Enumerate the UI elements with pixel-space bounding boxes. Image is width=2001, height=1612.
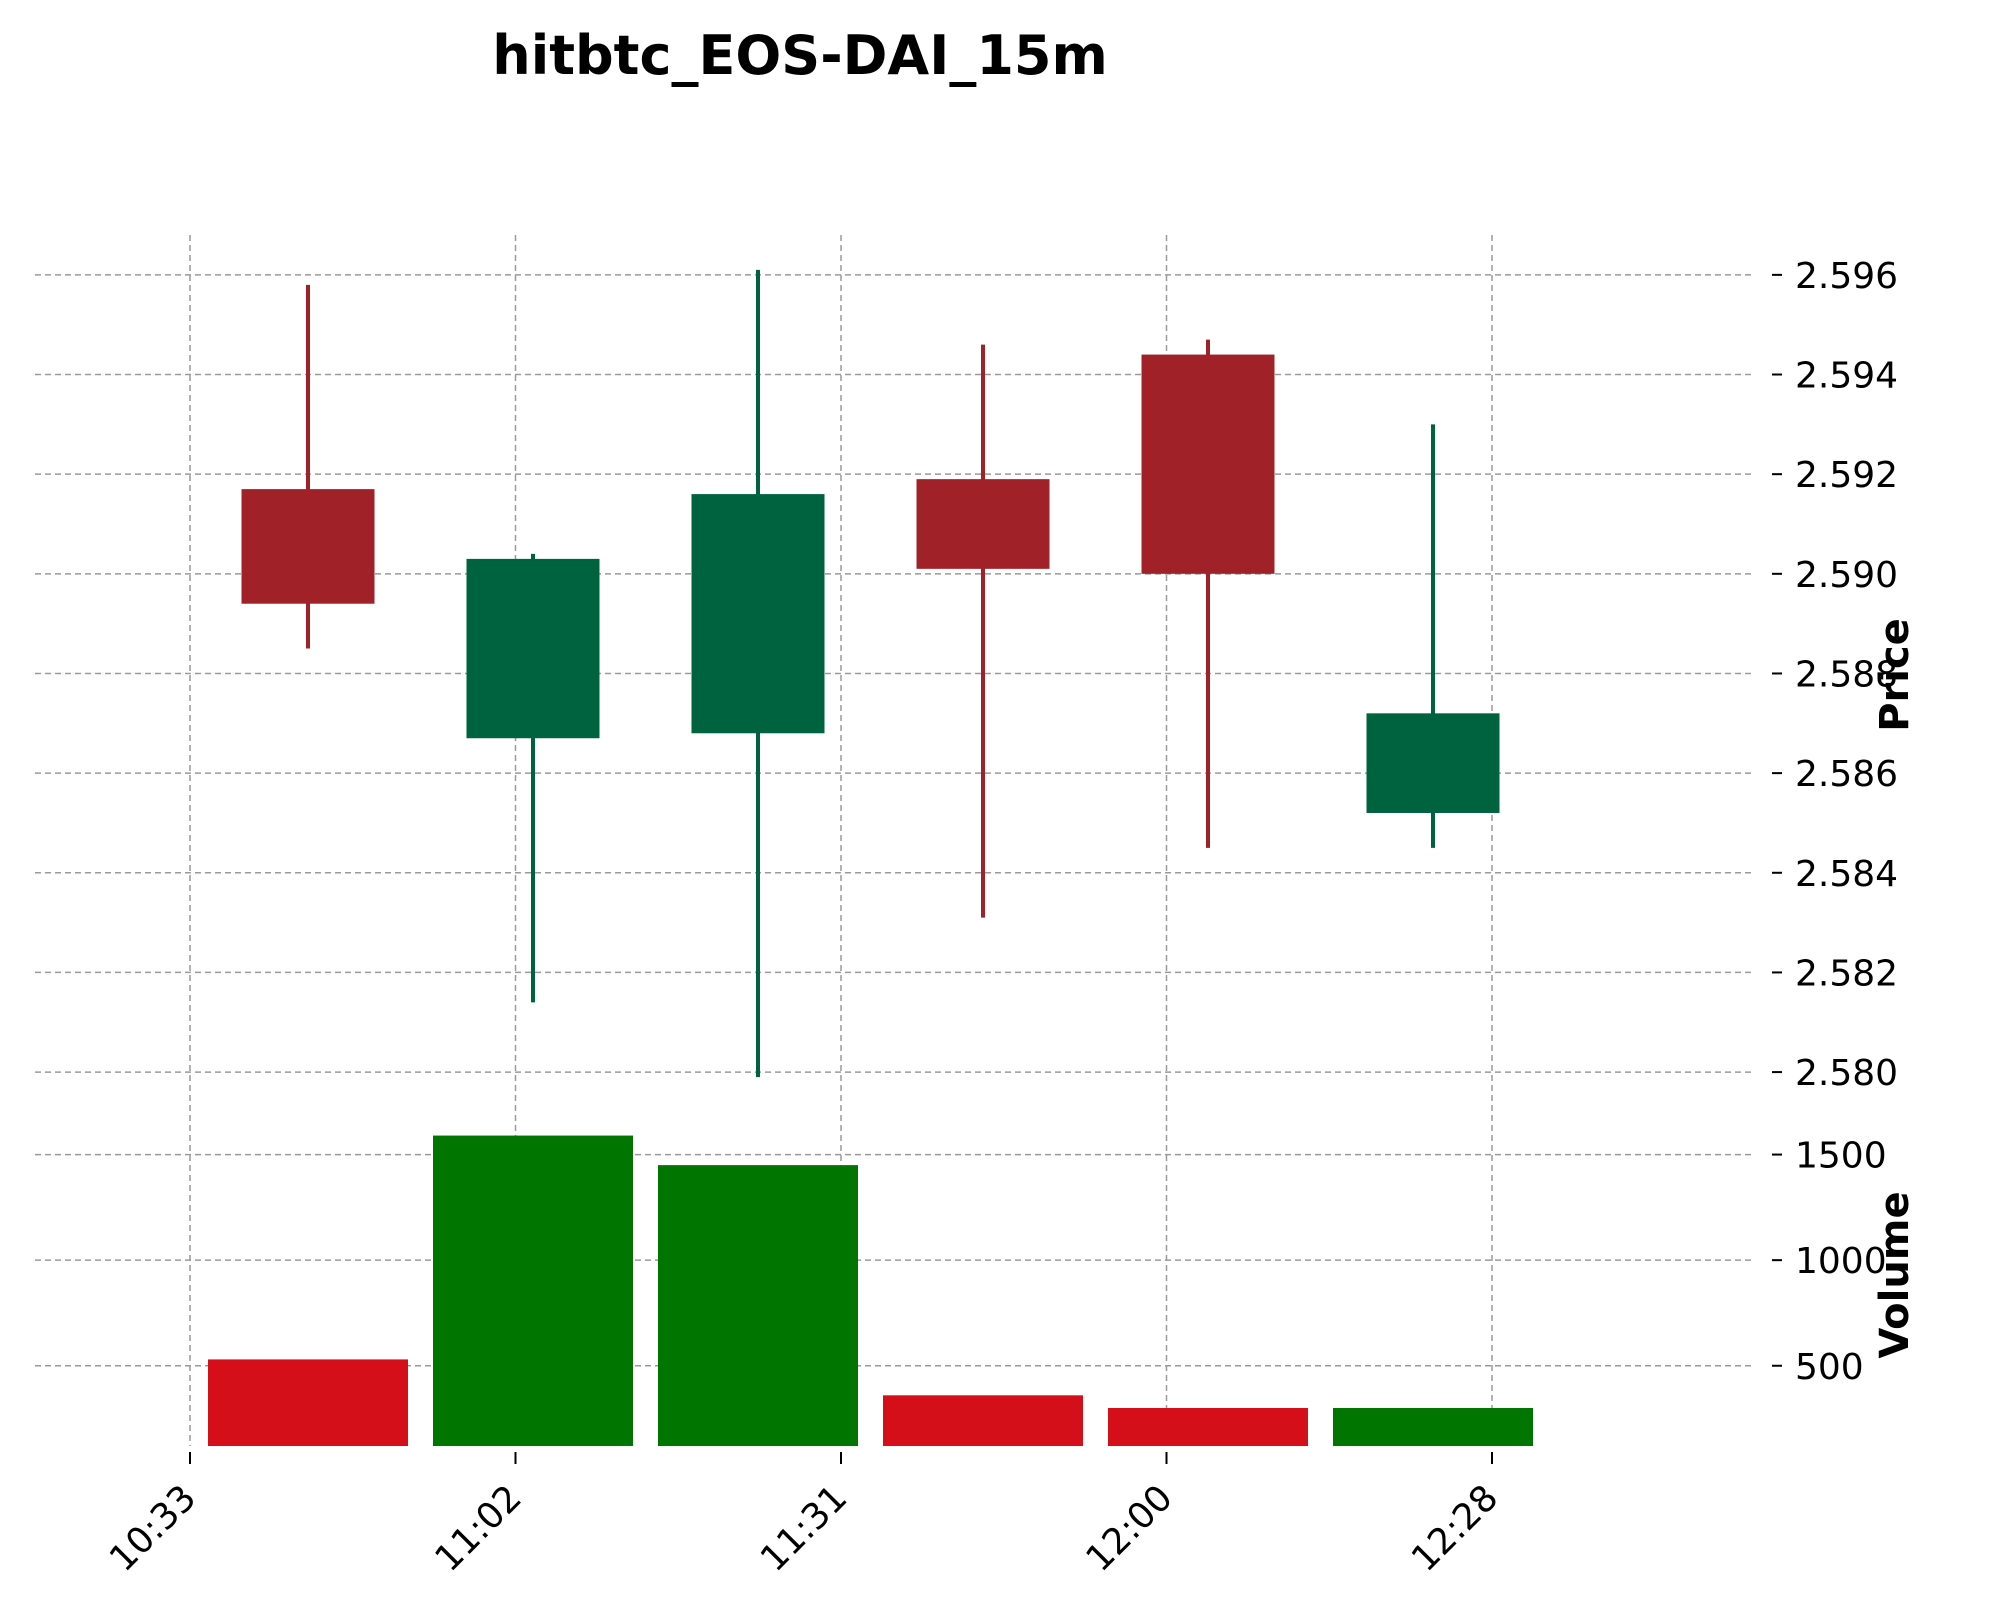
candle-layer <box>241 269 1500 1078</box>
volume-bar <box>1108 1407 1308 1446</box>
grid-layer <box>35 235 1755 1446</box>
price-tick-label: 2.580 <box>1795 1053 1898 1094</box>
volume-bar <box>883 1395 1083 1446</box>
x-tick-label: 11:02 <box>428 1477 530 1579</box>
candle-body <box>241 489 375 604</box>
volume-tick-label: 500 <box>1795 1347 1864 1388</box>
candle-body <box>916 479 1050 569</box>
price-tick-label: 2.590 <box>1795 555 1898 596</box>
volume-axis-label: Volume <box>1872 1191 1918 1358</box>
price-axis-label: Price <box>1872 618 1918 732</box>
price-tick-label: 2.586 <box>1795 754 1898 795</box>
x-tick-label: 10:33 <box>102 1477 204 1579</box>
volume-bar <box>658 1165 858 1446</box>
price-tick-label: 2.584 <box>1795 854 1898 895</box>
candle-body <box>466 558 600 739</box>
price-tick-label: 2.596 <box>1795 256 1898 297</box>
chart-title: hitbtc_EOS-DAI_15m <box>492 24 1108 87</box>
x-tick-label: 12:00 <box>1079 1477 1181 1579</box>
volume-layer <box>208 1135 1533 1446</box>
price-tick-label: 2.588 <box>1795 654 1898 695</box>
volume-bar <box>433 1135 633 1446</box>
x-tick-label: 11:31 <box>753 1477 855 1579</box>
volume-bar <box>208 1359 408 1446</box>
volume-tick-label: 1000 <box>1795 1241 1887 1282</box>
price-tick-label: 2.592 <box>1795 455 1898 496</box>
price-tick-label: 2.582 <box>1795 953 1898 994</box>
price-tick-label: 2.594 <box>1795 356 1898 397</box>
volume-bar <box>1333 1407 1533 1446</box>
candle-body <box>691 494 825 734</box>
candle-body <box>1141 354 1275 574</box>
volume-tick-label: 1500 <box>1795 1136 1887 1177</box>
candle-body <box>1366 713 1500 813</box>
x-tick-label: 12:28 <box>1404 1477 1506 1579</box>
